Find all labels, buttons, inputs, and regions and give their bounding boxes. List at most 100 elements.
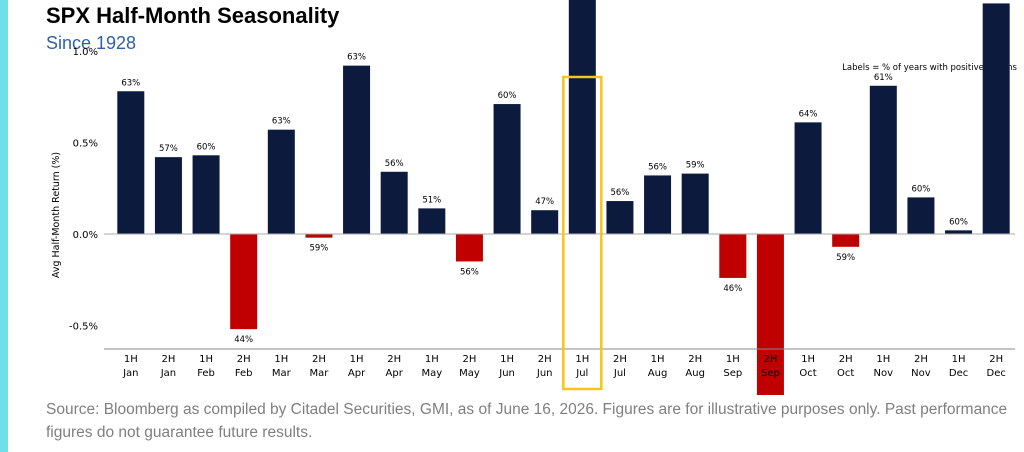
x-tick-month: Feb (235, 368, 253, 379)
x-tick-half: 2H (688, 354, 702, 365)
x-tick-half: 2H (989, 354, 1003, 365)
x-tick-month: Jan (122, 368, 138, 379)
x-tick-half: 1H (124, 354, 138, 365)
data-label: 60% (197, 142, 216, 152)
data-labels-group: 63%57%60%44%63%59%63%56%51%56%60%47%69%5… (121, 0, 1005, 345)
y-axis-label: Avg Half-Month Return (%) (51, 152, 62, 278)
bar (493, 104, 521, 234)
x-axis-labels: 1H Jan 2H Jan 1H Feb 2H Feb 1H Mar 2H Mar 1H Apr 2H Apr… (122, 354, 1006, 379)
data-label: 56% (610, 188, 629, 198)
bar (380, 171, 408, 234)
bar (756, 234, 784, 395)
x-tick-month: Feb (197, 368, 215, 379)
x-tick-half: 2H (312, 354, 326, 365)
x-tick-month: Dec (949, 368, 968, 379)
bar (568, 0, 596, 234)
data-label: 46% (723, 284, 742, 294)
x-tick-half: 1H (952, 354, 966, 365)
data-label: 51% (422, 195, 441, 205)
bar (154, 157, 182, 234)
bar (117, 91, 145, 234)
x-tick-month: Sep (761, 368, 780, 379)
bar (644, 175, 672, 234)
data-label: 60% (498, 91, 517, 101)
x-tick-half: 1H (350, 354, 364, 365)
data-label: 56% (648, 162, 667, 172)
x-tick-half: 2H (161, 354, 175, 365)
bar (343, 65, 371, 234)
bar (230, 234, 258, 330)
x-tick-half: 1H (726, 354, 740, 365)
x-tick-month: May (421, 368, 442, 379)
bar (606, 201, 634, 234)
x-tick-half: 1H (199, 354, 213, 365)
x-tick-month: Oct (837, 368, 854, 379)
x-tick-half: 2H (237, 354, 251, 365)
x-tick-half: 1H (801, 354, 815, 365)
y-axis-ticks: -1.0%-0.5%0.0%0.5%1.0%1.5% (69, 47, 98, 333)
highlight-box (562, 75, 603, 391)
data-label: 64% (799, 109, 818, 119)
x-tick-half: 2H (613, 354, 627, 365)
bar (455, 234, 483, 262)
bar (832, 234, 860, 247)
data-label: 59% (686, 161, 705, 171)
x-tick-month: Oct (799, 368, 816, 379)
x-tick-half: 2H (538, 354, 552, 365)
data-label: 44% (234, 335, 253, 345)
y-tick-label: 0.5% (73, 139, 98, 150)
x-tick-half: 2H (763, 354, 777, 365)
y-tick-label: 1.0% (73, 47, 98, 58)
data-label: 57% (159, 144, 178, 154)
bar (531, 210, 559, 234)
x-tick-half: 2H (462, 354, 476, 365)
x-tick-month: May (459, 368, 480, 379)
data-label: 59% (836, 253, 855, 263)
bar (719, 234, 747, 278)
x-tick-half: 2H (839, 354, 853, 365)
bars-group (117, 0, 1010, 395)
x-tick-month: Jul (575, 368, 588, 379)
bar (945, 230, 973, 234)
x-tick-month: Aug (648, 368, 668, 379)
data-label: 60% (949, 217, 968, 227)
data-label: 63% (347, 53, 366, 63)
x-tick-month: Apr (386, 368, 404, 379)
x-tick-month: Sep (723, 368, 742, 379)
x-tick-half: 2H (914, 354, 928, 365)
x-tick-month: Jan (160, 368, 176, 379)
data-label: 56% (460, 267, 479, 277)
bar-chart: Labels = % of years with positive return… (51, 0, 1018, 395)
x-tick-month: Dec (987, 368, 1006, 379)
bar (267, 129, 295, 234)
bar (794, 122, 822, 234)
x-tick-month: Jul (613, 368, 626, 379)
x-tick-month: Mar (310, 368, 330, 379)
y-tick-label: 0.0% (73, 230, 98, 241)
x-tick-month: Apr (348, 368, 366, 379)
data-label: 56% (385, 159, 404, 169)
data-label: 59% (309, 244, 328, 254)
x-tick-half: 1H (651, 354, 665, 365)
accent-bar (0, 0, 8, 452)
chart-subtitle: Since 1928 (46, 33, 137, 53)
data-label: 63% (272, 117, 291, 127)
bar (907, 197, 935, 234)
source-note: Source: Bloomberg as compiled by Citadel… (46, 401, 1008, 441)
bar (869, 85, 897, 235)
y-tick-label: -0.5% (69, 322, 98, 333)
x-tick-half: 1H (425, 354, 439, 365)
x-tick-month: Aug (685, 368, 705, 379)
data-label: 63% (121, 78, 140, 88)
bar (418, 208, 446, 234)
chart-title: SPX Half-Month Seasonality (46, 3, 340, 28)
x-tick-half: 1H (500, 354, 514, 365)
x-tick-half: 1H (876, 354, 890, 365)
x-tick-month: Jun (536, 368, 553, 379)
x-tick-half: 1H (274, 354, 288, 365)
data-label: 60% (911, 184, 930, 194)
x-tick-month: Jun (498, 368, 515, 379)
bar (681, 173, 709, 234)
x-tick-month: Nov (911, 368, 931, 379)
x-tick-month: Nov (874, 368, 894, 379)
